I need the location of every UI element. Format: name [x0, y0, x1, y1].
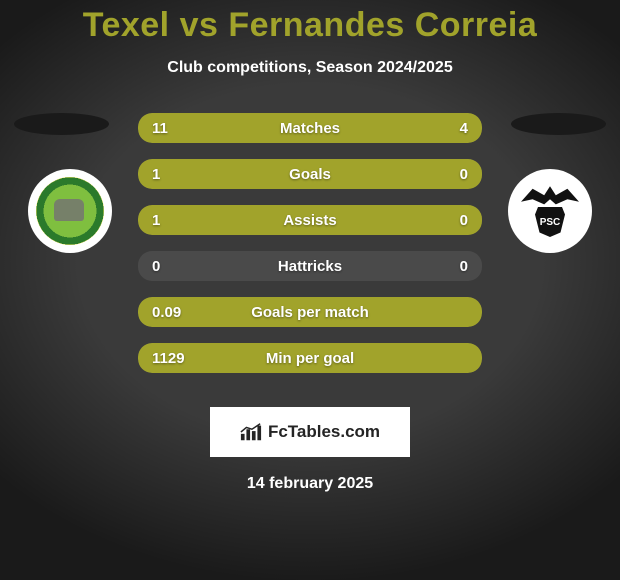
page-title: Texel vs Fernandes Correia	[0, 6, 620, 45]
stat-label: Min per goal	[138, 343, 482, 373]
club-badge-left	[28, 169, 112, 253]
club-crest-right-icon: PSC	[516, 177, 584, 245]
brand-name: FcTables.com	[268, 422, 380, 442]
subtitle: Club competitions, Season 2024/2025	[0, 59, 620, 77]
stat-bars: 11Matches41Goals01Assists00Hattricks00.0…	[138, 113, 482, 389]
club-crest-left-icon	[36, 177, 104, 245]
stat-value-right: 0	[460, 159, 468, 189]
stat-row: 1Assists0	[138, 205, 482, 235]
stat-label: Matches	[138, 113, 482, 143]
stat-value-right: 0	[460, 205, 468, 235]
stat-row: 1129Min per goal	[138, 343, 482, 373]
stat-label: Hattricks	[138, 251, 482, 281]
stat-row: 11Matches4	[138, 113, 482, 143]
stat-label: Goals per match	[138, 297, 482, 327]
eagle-icon	[521, 181, 579, 207]
comparison-area: PSC 11Matches41Goals01Assists00Hattricks…	[0, 105, 620, 405]
date-label: 14 february 2025	[0, 475, 620, 493]
stat-label: Goals	[138, 159, 482, 189]
shield-icon: PSC	[535, 207, 565, 237]
stat-row: 0.09Goals per match	[138, 297, 482, 327]
content-container: Texel vs Fernandes Correia Club competit…	[0, 0, 620, 580]
stat-row: 0Hattricks0	[138, 251, 482, 281]
stat-value-right: 4	[460, 113, 468, 143]
stat-label: Assists	[138, 205, 482, 235]
stat-value-right: 0	[460, 251, 468, 281]
brand-box: FcTables.com	[210, 407, 410, 457]
shadow-right	[511, 113, 606, 135]
brand-chart-icon	[240, 422, 262, 442]
club-badge-right: PSC	[508, 169, 592, 253]
shadow-left	[14, 113, 109, 135]
stat-row: 1Goals0	[138, 159, 482, 189]
